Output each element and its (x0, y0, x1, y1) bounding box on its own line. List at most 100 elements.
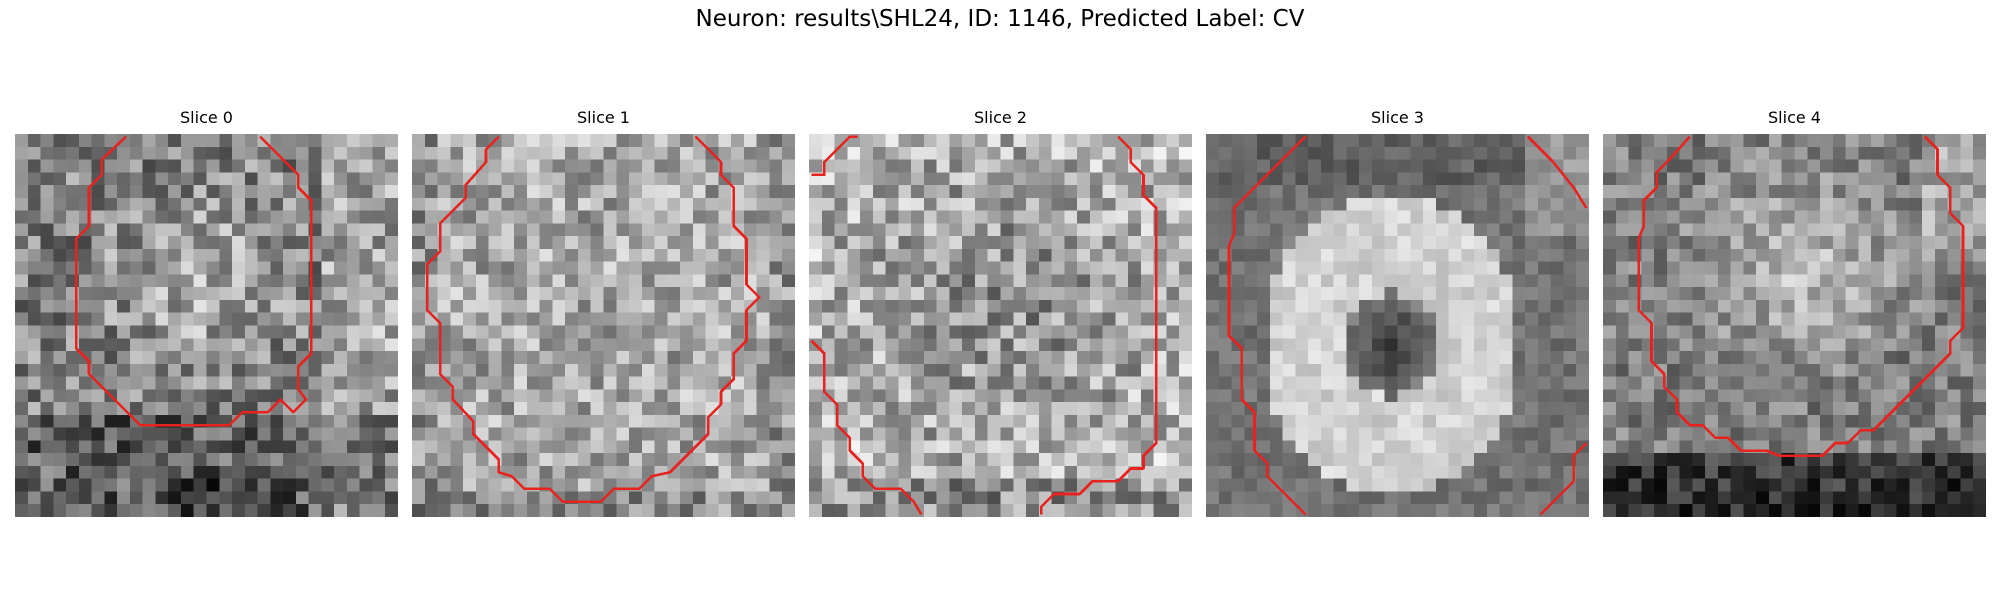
pixel (1858, 491, 1872, 505)
pixel (104, 236, 118, 250)
pixel (1858, 376, 1872, 390)
pixel (603, 440, 617, 454)
pixel (501, 287, 515, 301)
pixel (1244, 389, 1258, 403)
pixel (1615, 440, 1629, 454)
pixel (936, 248, 950, 262)
pixel (450, 440, 464, 454)
pixel (898, 223, 912, 237)
pixel (923, 261, 937, 275)
pixel (1576, 274, 1589, 288)
pixel (15, 274, 29, 288)
pixel (1525, 402, 1539, 416)
pixel (1397, 312, 1411, 326)
pixel (346, 172, 360, 186)
pixel (1397, 261, 1411, 275)
pixel (526, 389, 540, 403)
pixel (1410, 351, 1424, 365)
pixel (1486, 338, 1500, 352)
pixel (244, 376, 258, 390)
pixel (1346, 299, 1360, 313)
pixel (1743, 427, 1757, 441)
pixel (539, 440, 553, 454)
pixel (1231, 299, 1245, 313)
pixel (40, 299, 54, 313)
pixel (1832, 134, 1846, 148)
pixel (1295, 312, 1309, 326)
pixel (898, 389, 912, 403)
pixel (334, 134, 348, 148)
pixel (1576, 491, 1589, 505)
pixel (1525, 389, 1539, 403)
pixel (1486, 363, 1500, 377)
pixel (219, 465, 233, 479)
pixel (898, 351, 912, 365)
pixel (654, 146, 668, 160)
pixel (1871, 159, 1885, 173)
pixel (27, 146, 41, 160)
pixel (1679, 287, 1693, 301)
pixel (1909, 223, 1923, 237)
pixel (385, 287, 398, 301)
pixel (629, 389, 643, 403)
pixel (1089, 159, 1103, 173)
pixel (782, 453, 795, 467)
pixel (1717, 389, 1731, 403)
pixel (987, 261, 1001, 275)
pixel (629, 134, 643, 148)
pixel (1692, 440, 1706, 454)
pixel (219, 236, 233, 250)
pixel (244, 185, 258, 199)
pixel (1231, 504, 1245, 517)
pixel (974, 363, 988, 377)
pixel (1743, 248, 1757, 262)
pixel (1743, 223, 1757, 237)
pixel (1166, 414, 1180, 428)
pixel (1512, 376, 1526, 390)
pixel (872, 440, 886, 454)
pixel (949, 134, 963, 148)
pixel (1768, 159, 1782, 173)
pixel (1320, 172, 1334, 186)
pixel (1896, 172, 1910, 186)
pixel (590, 210, 604, 224)
pixel (1051, 223, 1065, 237)
pixel (1615, 504, 1629, 517)
pixel (412, 465, 426, 479)
pixel (1628, 223, 1642, 237)
pixel (78, 338, 92, 352)
pixel (680, 325, 694, 339)
pixel (1717, 210, 1731, 224)
pixel (1423, 210, 1437, 224)
pixel (40, 159, 54, 173)
pixel (1934, 504, 1948, 517)
pixel (257, 248, 271, 262)
pixel (1000, 134, 1014, 148)
pixel (872, 338, 886, 352)
pixel (949, 427, 963, 441)
pixel (91, 325, 105, 339)
pixel (1231, 185, 1245, 199)
pixel (1537, 261, 1551, 275)
pixel (1820, 274, 1834, 288)
pixel (412, 402, 426, 416)
pixel (641, 146, 655, 160)
pixel (1807, 197, 1821, 211)
pixel (1807, 414, 1821, 428)
pixel (1603, 325, 1617, 339)
pixel (782, 134, 795, 148)
pixel (1371, 376, 1385, 390)
pixel (1563, 363, 1577, 377)
pixel (295, 261, 309, 275)
pixel (1871, 465, 1885, 479)
pixel (1218, 351, 1232, 365)
pixel (1269, 197, 1283, 211)
pixel (565, 274, 579, 288)
pixel (1102, 159, 1116, 173)
pixel (1257, 274, 1271, 288)
pixel (66, 363, 80, 377)
pixel (526, 491, 540, 505)
pixel (1128, 274, 1142, 288)
pixel (437, 159, 451, 173)
pixel (1089, 427, 1103, 441)
